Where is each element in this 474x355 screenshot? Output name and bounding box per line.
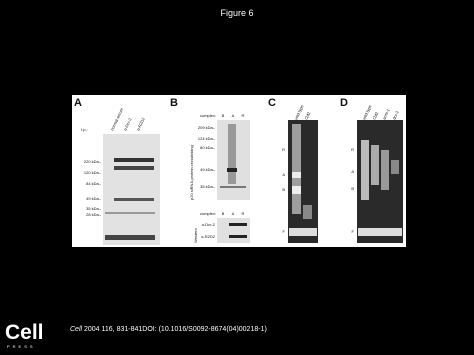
- lane-label: R: [242, 113, 245, 118]
- gel-bands: [220, 124, 246, 188]
- lane-label: wild type: [361, 104, 372, 121]
- lane-label: B: [222, 113, 225, 118]
- figure-title: Figure 6: [220, 8, 253, 18]
- marker-label: 220 kDa–: [84, 159, 102, 164]
- lane-label: A: [232, 113, 235, 118]
- gel-smear: [358, 140, 402, 236]
- western-blot: [217, 218, 250, 243]
- logo: Cell: [5, 321, 44, 344]
- panel-letter: A: [74, 97, 82, 109]
- complex-label: R: [282, 147, 285, 152]
- western-bands: [229, 223, 247, 238]
- lane-label: wild type: [293, 104, 304, 121]
- marker-label: 84 kDa–: [86, 181, 102, 186]
- lane-label: r2d2: [303, 110, 311, 120]
- citation: Cell 2004 116, 831-841DOI: (10.1016/S009…: [70, 326, 267, 333]
- lane-label: α-R2D2: [135, 116, 146, 131]
- marker-label: 35 kDa–: [86, 206, 102, 211]
- complex-label: B: [282, 187, 285, 192]
- gel-smear: [289, 124, 317, 236]
- complex-label: A: [282, 172, 285, 177]
- logo-sub: PRESS: [7, 344, 36, 349]
- marker-label: 35 kDa–: [200, 184, 216, 189]
- complex-label: F: [352, 229, 355, 234]
- complex-label: F: [283, 229, 286, 234]
- complex-label: complex:: [200, 113, 216, 118]
- marker-label: 80 kDa–: [200, 145, 216, 150]
- western-label: Western: [193, 228, 198, 243]
- side-label: p20 siRNA-protein crosslinking: [189, 145, 194, 200]
- panel-letter: B: [170, 97, 178, 109]
- lane-label: armi-1: [381, 107, 391, 120]
- row-label: α-Dcr-2: [202, 222, 216, 227]
- gel-bands: [105, 158, 155, 240]
- marker-label: 49 kDa–: [200, 167, 216, 172]
- lane-label: r2d2: [371, 110, 379, 120]
- marker-label: 28 kDa–: [86, 212, 102, 217]
- complex-label: R: [351, 147, 354, 152]
- lane-label: dcr-2: [391, 109, 400, 120]
- marker-label: 120 kDa–: [84, 170, 102, 175]
- ip-label: I.p.:: [81, 127, 88, 132]
- complex-label: A: [351, 169, 354, 174]
- marker-label: 124 kDa–: [198, 136, 216, 141]
- row-label: α-R2D2: [201, 234, 216, 239]
- marker-label: 209 kDa–: [198, 125, 216, 130]
- marker-label: 49 kDa–: [86, 196, 102, 201]
- citation-text: 2004 116, 831-841DOI: (10.1016/S0092-867…: [82, 326, 267, 333]
- journal: Cell: [70, 326, 83, 333]
- gel: [103, 134, 160, 245]
- lane-label: α-Dcr-2: [122, 116, 133, 131]
- lane-label: R: [242, 211, 245, 216]
- panel-letter: C: [268, 97, 276, 109]
- lane-label: B: [222, 211, 225, 216]
- complex-label: B: [351, 186, 354, 191]
- complex-label: complex:: [200, 211, 216, 216]
- panel-letter: D: [340, 97, 348, 109]
- lane-label: A: [232, 211, 235, 216]
